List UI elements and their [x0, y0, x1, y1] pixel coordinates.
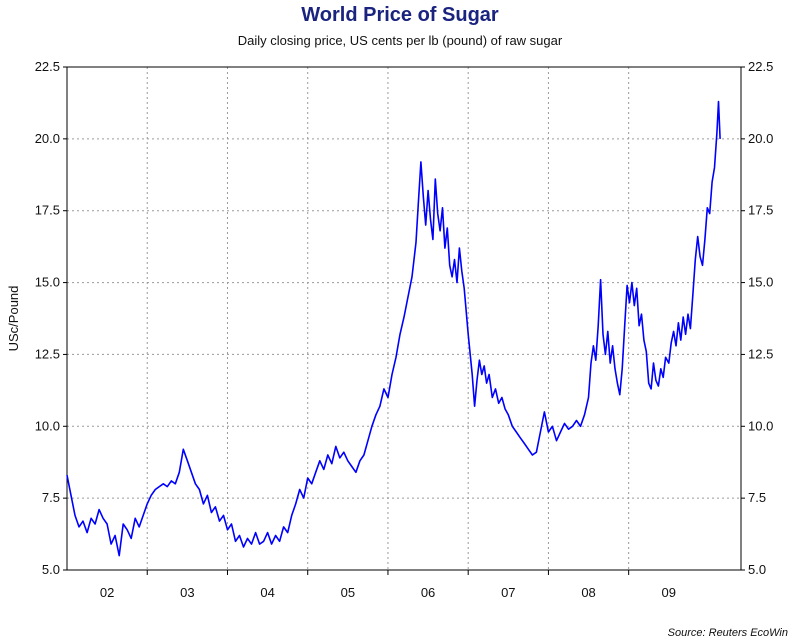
y-tick-label-right: 20.0	[748, 131, 773, 146]
y-tick-label-right: 5.0	[748, 562, 766, 577]
axes: 5.0 5.0 7.5 7.5 10.0 10.0 12.5 12.5 15.0 15.0 17.5…	[35, 59, 774, 600]
y-tick-label-left: 22.5	[35, 59, 60, 74]
x-tick-label: 08	[581, 585, 595, 600]
y-tick-label-right: 17.5	[748, 203, 773, 218]
y-tick-label-right: 7.5	[748, 490, 766, 505]
y-tick-label-left: 12.5	[35, 346, 60, 361]
y-tick-label-left: 15.0	[35, 275, 60, 290]
x-tick-label: 09	[662, 585, 676, 600]
source-note: Source: Reuters EcoWin	[667, 627, 788, 639]
y-tick-label-left: 5.0	[42, 562, 60, 577]
y-axis-label: USc/Pound	[6, 286, 21, 352]
chart-title: World Price of Sugar	[301, 4, 499, 26]
x-tick-label: 03	[180, 585, 194, 600]
y-tick-label-right: 10.0	[748, 418, 773, 433]
y-tick-label-left: 17.5	[35, 203, 60, 218]
grid	[67, 67, 741, 570]
chart-subtitle: Daily closing price, US cents per lb (po…	[237, 33, 563, 48]
x-tick-label: 04	[260, 585, 274, 600]
x-tick-label: 06	[421, 585, 435, 600]
y-tick-label-left: 10.0	[35, 418, 60, 433]
y-tick-label-left: 20.0	[35, 131, 60, 146]
x-tick-label: 02	[100, 585, 114, 600]
plot-frame	[66, 66, 742, 571]
series	[66, 100, 721, 557]
y-tick-label-left: 7.5	[42, 490, 60, 505]
x-tick-label: 05	[341, 585, 355, 600]
y-tick-label-right: 15.0	[748, 275, 773, 290]
series-line-sugar-price	[66, 100, 721, 557]
x-tick-label: 07	[501, 585, 515, 600]
y-tick-label-right: 12.5	[748, 346, 773, 361]
y-tick-label-right: 22.5	[748, 59, 773, 74]
